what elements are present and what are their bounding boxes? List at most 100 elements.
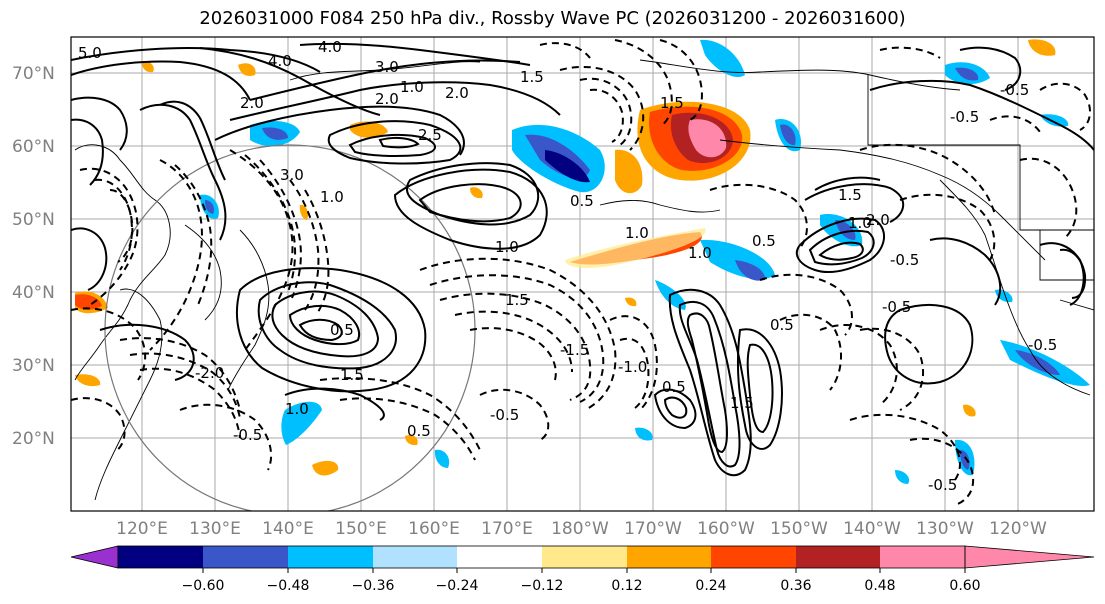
- contour-label: 1.0: [625, 224, 649, 242]
- lon-label: 120°E: [116, 519, 168, 539]
- contour-label: 3.0: [375, 58, 399, 76]
- colorbar-tick-label: −0.24: [436, 578, 479, 594]
- contours-negative: [71, 39, 1092, 506]
- lat-label: 50°N: [12, 210, 55, 230]
- colorbar-tick-label: −0.36: [352, 578, 395, 594]
- contour-label: 5.0: [78, 44, 102, 62]
- coastlines: [74, 59, 1094, 501]
- shade-orange: [299, 204, 309, 220]
- colorbar-tick-label: −0.48: [267, 578, 310, 594]
- contour-label: 0.5: [330, 321, 354, 339]
- colorbar-segment: [288, 546, 373, 568]
- contour-label: 2.0: [240, 94, 264, 112]
- colorbar-tick-label: 0.48: [864, 578, 895, 594]
- shade-orange: [142, 61, 154, 73]
- colorbar-tick-labels: −0.60 −0.48 −0.36 −0.24 −0.12 0.12 0.24 …: [182, 578, 981, 594]
- map-title: 2026031000 F084 250 hPa div., Rossby Wav…: [199, 8, 906, 29]
- shade-blue: [735, 260, 766, 281]
- longitude-labels: 120°E 130°E 140°E 150°E 160°E 170°E 180°…: [116, 519, 1047, 539]
- shade-yellow: [565, 228, 706, 268]
- contour-label: 2.5: [418, 126, 442, 144]
- shade-orange: [1028, 39, 1056, 56]
- contour-label: 2.0: [866, 211, 890, 229]
- shade-orange: [238, 63, 256, 76]
- contour-label: 3.0: [280, 166, 304, 184]
- contour-label: 2.0: [375, 90, 399, 108]
- contour-label: -0.5: [1000, 81, 1029, 99]
- shade-blue: [780, 124, 796, 146]
- shade-cyan: [700, 39, 745, 78]
- shade-blue: [960, 450, 970, 470]
- contour-label: 0.5: [407, 422, 431, 440]
- contour-label: -0.5: [1028, 336, 1057, 354]
- lon-label: 140°E: [262, 519, 314, 539]
- lon-label: 130°W: [916, 519, 974, 539]
- shade-cyan: [434, 449, 450, 468]
- contour-label: 1.0: [285, 400, 309, 418]
- shade-blue: [835, 220, 856, 240]
- contour-label: 1.0: [495, 238, 519, 256]
- colorbar-tick-label: 0.36: [780, 578, 811, 594]
- contour-label: 1.5: [838, 186, 862, 204]
- lat-label: 40°N: [12, 283, 55, 303]
- contour-label: 0.5: [770, 316, 794, 334]
- contour-label: -0.5: [950, 108, 979, 126]
- contours-positive: [71, 42, 1094, 477]
- colorbar-segment: [880, 546, 965, 568]
- colorbar-segment: [203, 546, 288, 568]
- contour-label: 1.5: [520, 68, 544, 86]
- lat-label: 60°N: [12, 137, 55, 157]
- contour-label: 2.0: [445, 84, 469, 102]
- contour-label: -0.5: [233, 426, 262, 444]
- colorbar-segment: [542, 546, 627, 568]
- contour-label: -0.5: [490, 406, 519, 424]
- shade-cyan: [281, 401, 322, 445]
- contour-label: 4.0: [318, 38, 342, 56]
- contour-label: -1.0: [618, 358, 647, 376]
- shade-navy: [545, 150, 590, 183]
- colorbar-tick-label: 0.60: [949, 578, 980, 594]
- contour-label: 1.0: [320, 188, 344, 206]
- latitude-labels: 70°N 60°N 50°N 40°N 30°N 20°N: [12, 64, 55, 449]
- contour-label: -1.5: [560, 341, 589, 359]
- shade-cyan: [895, 470, 910, 484]
- contour-label: -0.5: [890, 251, 919, 269]
- lon-label: 130°E: [189, 519, 241, 539]
- lon-label: 140°W: [843, 519, 901, 539]
- contour-label: 1.0: [400, 78, 424, 96]
- contour-label: 1.0: [688, 244, 712, 262]
- contour-label: 4.0: [268, 52, 292, 70]
- shade-blue: [205, 200, 215, 214]
- lon-label: 170°W: [624, 519, 682, 539]
- colorbar-segment: [627, 546, 711, 568]
- shade-orange: [625, 297, 637, 307]
- lon-label: 160°E: [408, 519, 460, 539]
- contour-label: 0.5: [752, 232, 776, 250]
- contour-label: 1.5: [660, 94, 684, 112]
- shade-cyan: [1040, 114, 1069, 127]
- colorbar-segment: [457, 546, 542, 568]
- contour-label: 0.5: [570, 192, 594, 210]
- contour-label: -0.5: [882, 298, 911, 316]
- shade-orange: [963, 404, 976, 417]
- colorbar-tick-label: −0.60: [182, 578, 225, 594]
- lon-label: 160°W: [697, 519, 755, 539]
- lat-label: 20°N: [12, 429, 55, 449]
- lon-label: 150°W: [770, 519, 828, 539]
- shade-red: [75, 294, 102, 310]
- shade-orange: [405, 435, 418, 446]
- contour-label: -0.5: [928, 476, 957, 494]
- lat-label: 30°N: [12, 356, 55, 376]
- shade-blue: [262, 127, 288, 140]
- colorbar-tick-marks: [202, 568, 966, 573]
- shade-orange: [615, 149, 643, 194]
- colorbar-segment: [373, 546, 457, 568]
- colorbar-extend-right: [964, 545, 1095, 569]
- colorbar-segment: [118, 546, 203, 568]
- shade-orange: [75, 374, 101, 387]
- lon-label: 170°E: [481, 519, 533, 539]
- contour-label: -2.0: [195, 364, 224, 382]
- contour-labels: 5.0 4.0 4.0 3.0 2.0 2.0 1.0 1.5 2.0 2.5 …: [78, 38, 1057, 494]
